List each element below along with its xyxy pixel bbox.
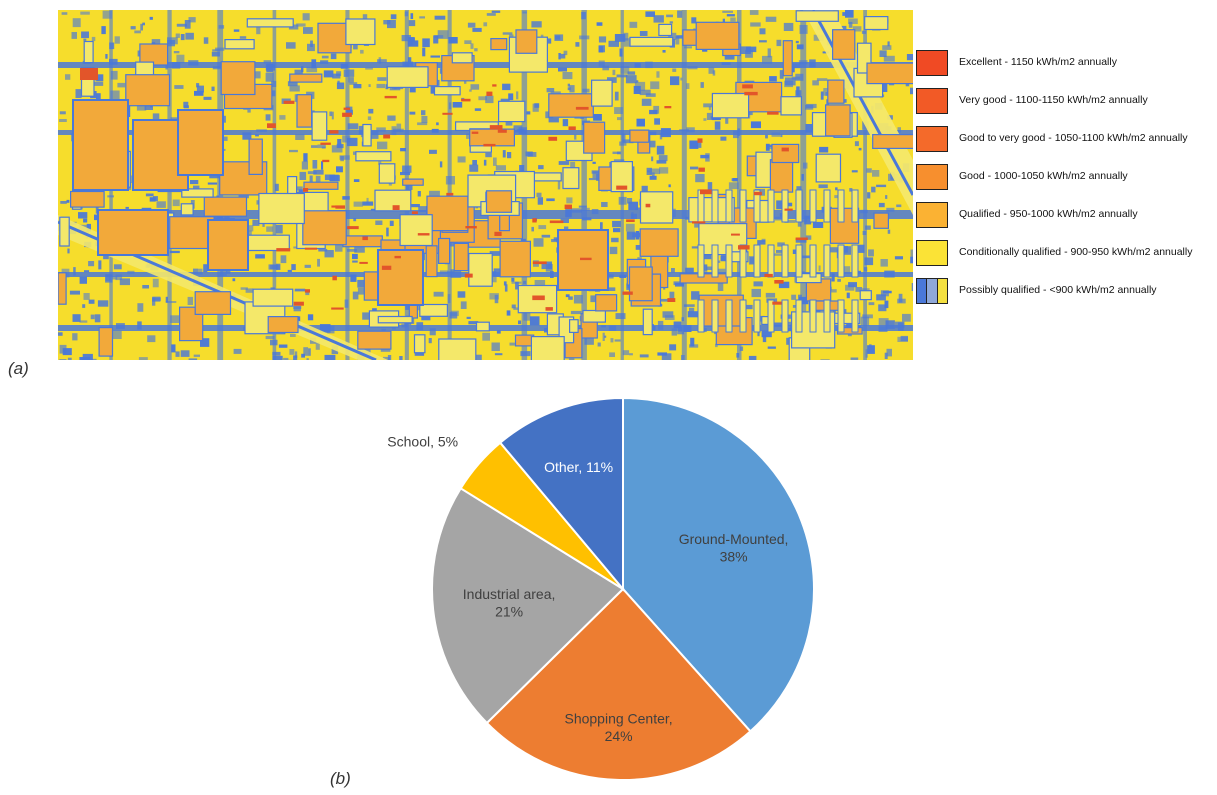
legend-label: Excellent - 1150 kWh/m2 annually bbox=[959, 56, 1117, 68]
legend-label: Good - 1000-1050 kWh/m2 annually bbox=[959, 170, 1128, 182]
legend-swatch bbox=[916, 126, 948, 152]
legend-swatch bbox=[916, 202, 948, 228]
legend-item: Possibly qualified - <900 kWh/m2 annuall… bbox=[916, 278, 1212, 306]
legend-item: Excellent - 1150 kWh/m2 annually bbox=[916, 50, 1212, 78]
panel-b-label: (b) bbox=[330, 769, 351, 789]
panel-a-label: (a) bbox=[8, 359, 29, 379]
pie-slice-label: Other, 11% bbox=[544, 459, 613, 475]
solar-potential-map bbox=[58, 10, 913, 360]
legend-item: Good - 1000-1050 kWh/m2 annually bbox=[916, 164, 1212, 192]
legend-label: Conditionally qualified - 900-950 kWh/m2… bbox=[959, 246, 1192, 258]
pie-chart: Ground-Mounted, 38%Shopping Center, 24%Ind… bbox=[380, 380, 860, 780]
legend-swatch bbox=[916, 278, 948, 304]
legend-label: Very good - 1100-1150 kWh/m2 annually bbox=[959, 94, 1148, 106]
legend-item: Very good - 1100-1150 kWh/m2 annually bbox=[916, 88, 1212, 116]
legend-swatch bbox=[916, 50, 948, 76]
legend-label: Good to very good - 1050-1100 kWh/m2 ann… bbox=[959, 132, 1188, 144]
legend-item: Conditionally qualified - 900-950 kWh/m2… bbox=[916, 240, 1212, 268]
legend-item: Qualified - 950-1000 kWh/m2 annually bbox=[916, 202, 1212, 230]
legend-label: Possibly qualified - <900 kWh/m2 annuall… bbox=[959, 284, 1157, 296]
legend-label: Qualified - 950-1000 kWh/m2 annually bbox=[959, 208, 1138, 220]
legend-item: Good to very good - 1050-1100 kWh/m2 ann… bbox=[916, 126, 1212, 154]
pie-slice-label: School, 5% bbox=[387, 433, 458, 449]
legend-swatch bbox=[916, 240, 948, 266]
legend-swatch bbox=[916, 164, 948, 190]
legend-swatch bbox=[916, 88, 948, 114]
